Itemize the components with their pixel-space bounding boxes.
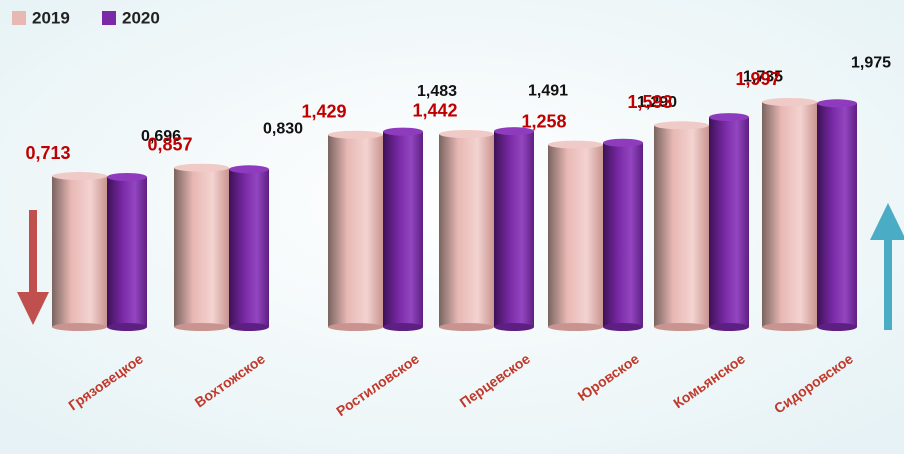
bar-cap (494, 127, 534, 136)
bar-cap (709, 113, 749, 122)
bar-cap (817, 99, 857, 108)
bar-cap (52, 172, 107, 181)
value-label: 0,830 (263, 120, 303, 137)
value-label: 1,735 (743, 68, 783, 85)
bar (229, 169, 269, 327)
legend-swatch (102, 11, 116, 25)
bar-cap (548, 140, 603, 149)
value-label: 1,483 (417, 83, 457, 100)
bar-cap (174, 163, 229, 172)
bar-cap (603, 138, 643, 147)
bar-cap (328, 130, 383, 139)
down-arrow (17, 210, 49, 325)
bar-base (439, 323, 494, 331)
bar-base (603, 323, 643, 331)
legend: 2019 2020 (12, 8, 160, 27)
bar-cap (762, 98, 817, 106)
legend-label: 2020 (122, 8, 160, 27)
bar (174, 167, 229, 327)
bar-base (817, 323, 857, 331)
bar-base (762, 323, 817, 331)
bar (762, 102, 817, 327)
bar-base (383, 323, 423, 331)
bar (603, 142, 643, 327)
bar-base (709, 323, 749, 331)
bar (494, 131, 534, 327)
bar-base (654, 323, 709, 331)
bar (328, 134, 383, 327)
value-label: 1,975 (851, 54, 891, 71)
bar-base (52, 323, 107, 331)
bar (52, 176, 107, 327)
value-label: 1,429 (301, 101, 346, 121)
bar (817, 103, 857, 328)
bar-cap (439, 129, 494, 138)
bar-base (328, 323, 383, 331)
value-label: 1,442 (412, 101, 457, 121)
bar-cap (383, 127, 423, 136)
bar-cap (107, 173, 147, 181)
value-label: 0,713 (25, 143, 70, 163)
bar-cap (654, 121, 709, 130)
bar-base (174, 323, 229, 331)
value-label: 1,290 (637, 94, 677, 111)
bar (383, 131, 423, 327)
value-label: 1,491 (528, 82, 568, 99)
legend-swatch (12, 11, 26, 25)
bar-cap (229, 165, 269, 174)
legend-label: 2019 (32, 8, 70, 27)
bar-base (548, 323, 603, 331)
bar (548, 144, 603, 327)
value-label: 0,696 (141, 128, 181, 145)
bar (107, 177, 147, 327)
value-label: 1,997 (735, 69, 780, 89)
bar-base (494, 323, 534, 331)
bar-base (229, 323, 269, 331)
value-label: 1,593 (627, 92, 672, 112)
value-label: 0,857 (147, 134, 192, 154)
bar-base (107, 323, 147, 331)
bar (439, 133, 494, 327)
up-arrow (870, 203, 904, 330)
bar (654, 125, 709, 327)
value-label: 1,258 (521, 111, 566, 131)
bar (709, 117, 749, 328)
